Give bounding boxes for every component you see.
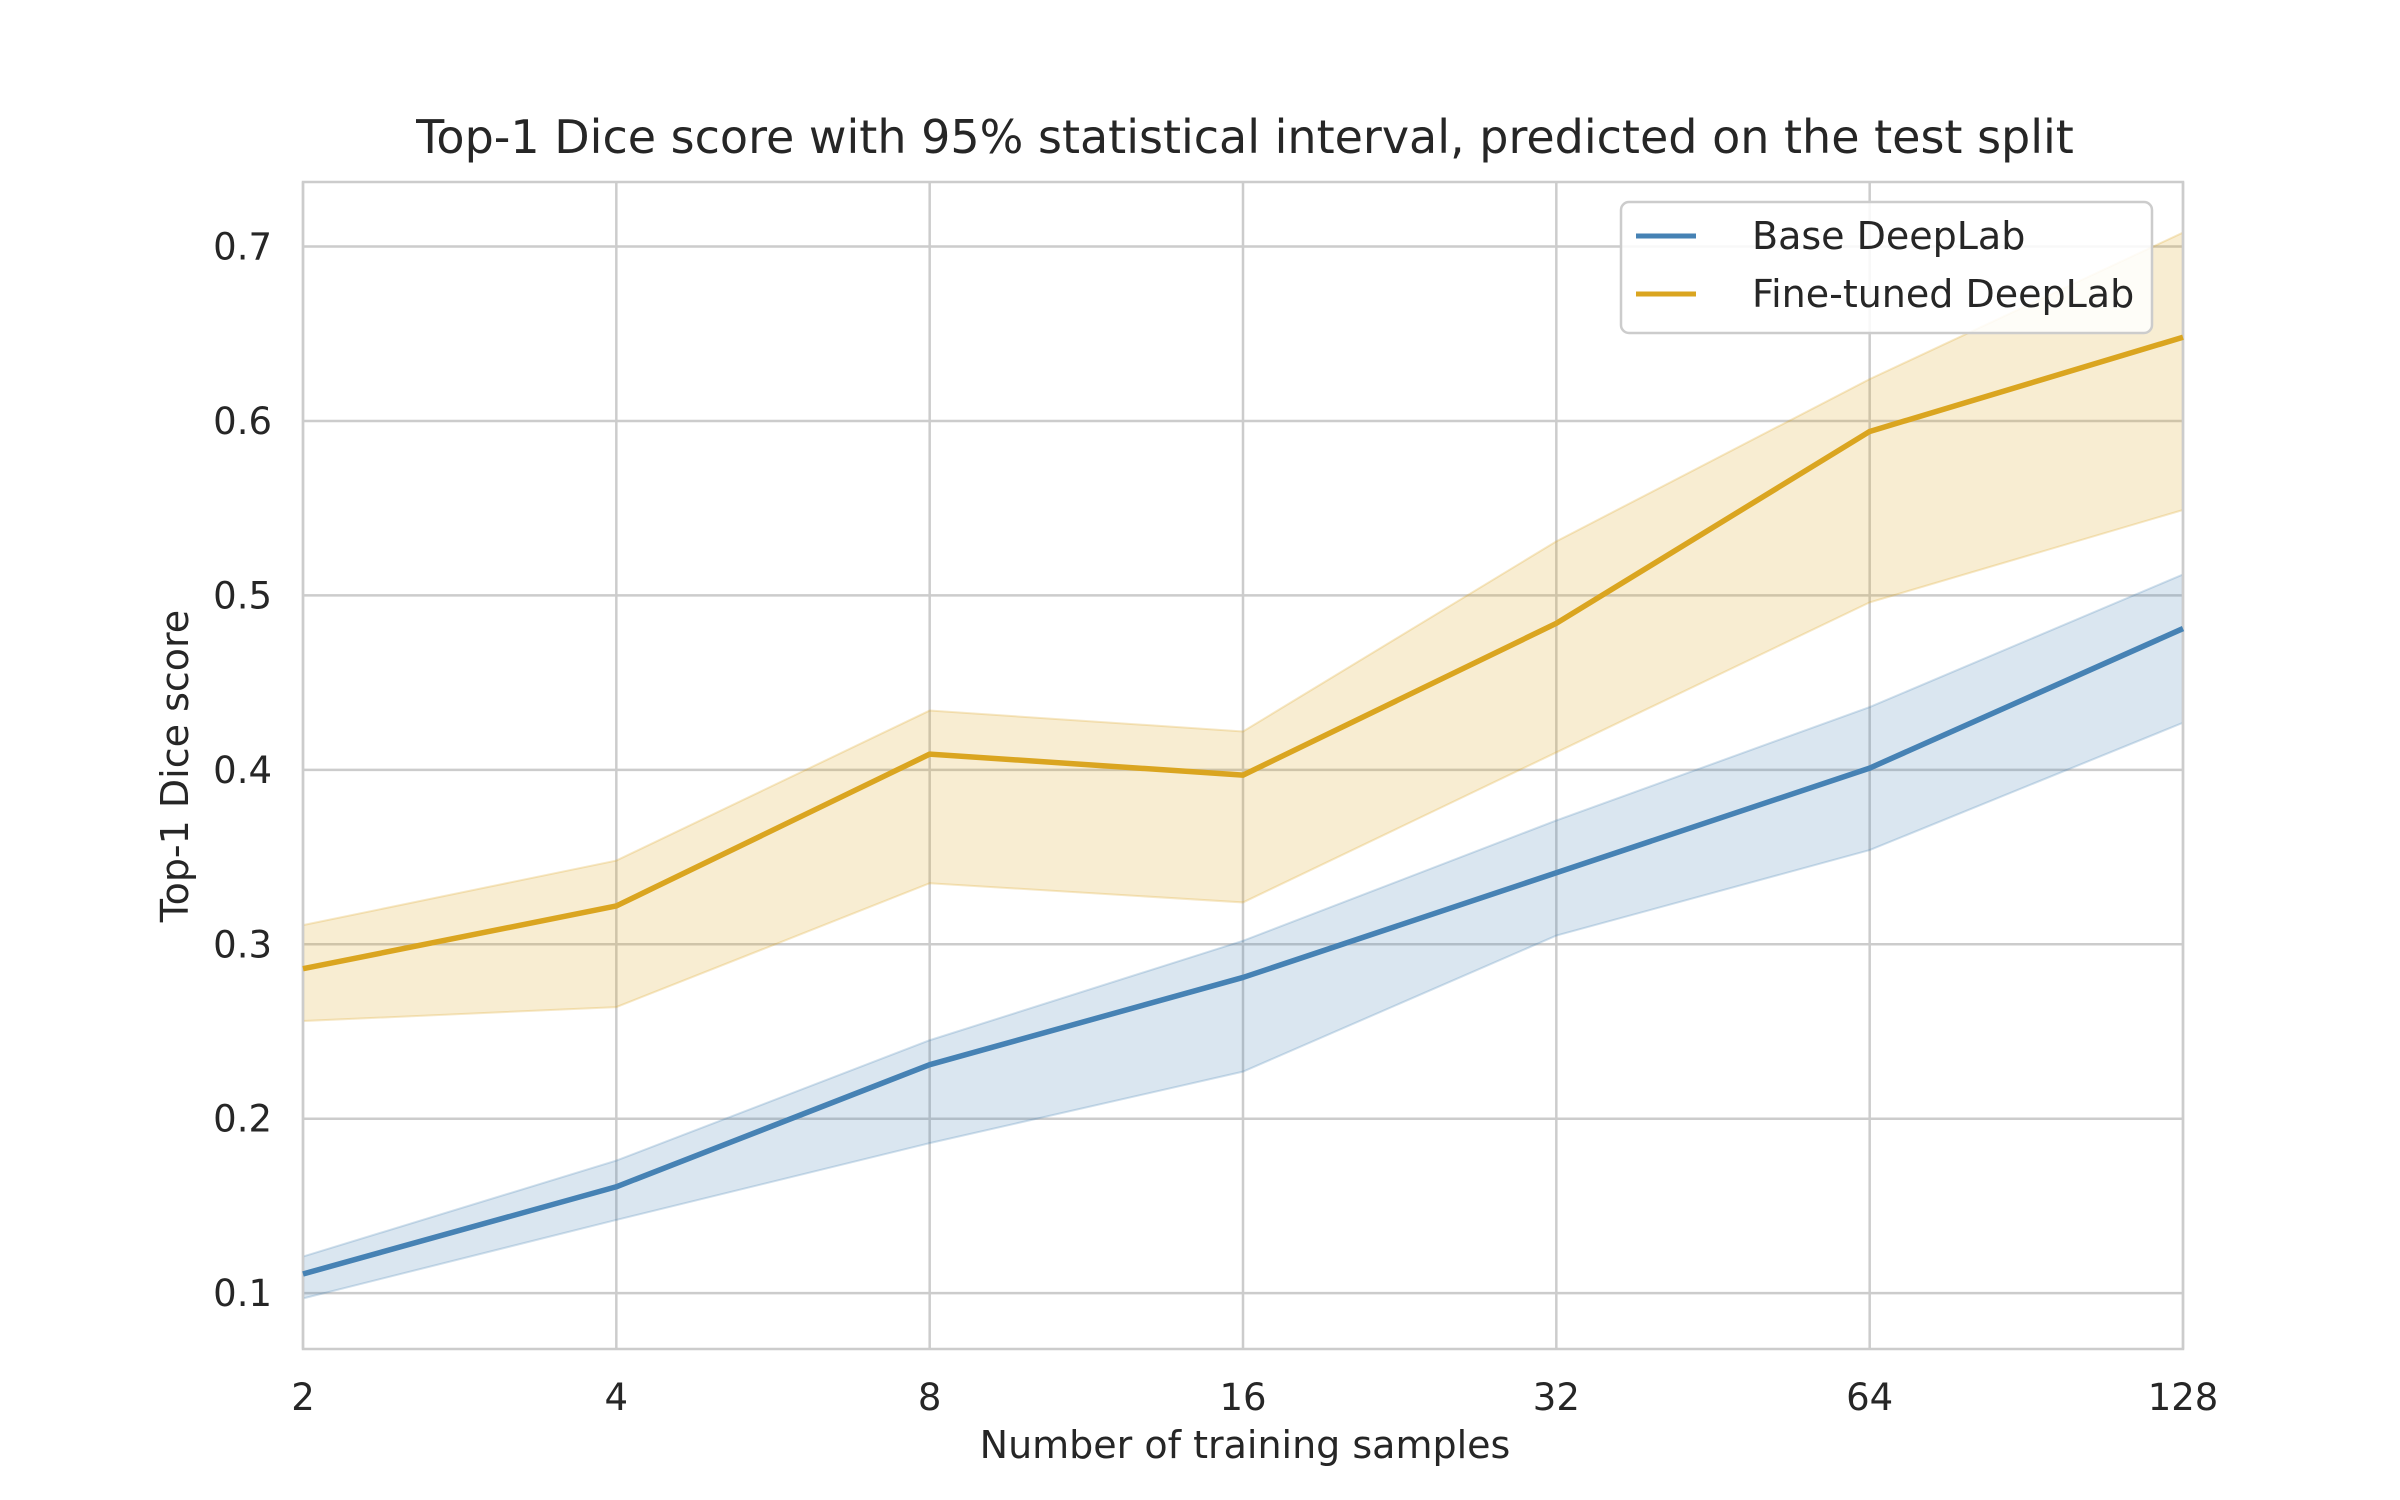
y-tick-label: 0.1	[213, 1272, 272, 1315]
legend-box	[1619, 200, 2154, 335]
legend: Base DeepLab Fine-tuned DeepLab	[1619, 200, 2154, 335]
x-axis-ticks: 2 4 8 16 32 64 128	[291, 1376, 2218, 1419]
x-tick-label: 32	[1533, 1376, 1580, 1419]
y-tick-label: 0.3	[213, 923, 272, 966]
x-tick-label: 128	[2148, 1376, 2219, 1419]
x-axis-label: Number of training samples	[980, 1423, 1511, 1467]
y-tick-label: 0.4	[213, 749, 272, 792]
line-fine-tuned-deeplab	[302, 334, 2184, 972]
legend-label-fine-tuned-deeplab: Fine-tuned DeepLab	[1752, 272, 2134, 316]
line-base-deeplab	[302, 626, 2185, 1277]
legend-label-base-deeplab: Base DeepLab	[1752, 214, 2025, 258]
x-tick-label: 2	[291, 1376, 315, 1419]
y-tick-label: 0.7	[213, 226, 272, 269]
x-tick-label: 64	[1846, 1376, 1893, 1419]
plot-frame	[301, 180, 2185, 1351]
series-lines	[302, 334, 2185, 1277]
chart-title: Top-1 Dice score with 95% statistical in…	[415, 110, 2074, 164]
x-tick-label: 8	[918, 1376, 942, 1419]
x-tick-label: 4	[605, 1376, 629, 1419]
y-axis-ticks: 0.1 0.2 0.3 0.4 0.5 0.6 0.7	[213, 226, 272, 1316]
y-tick-label: 0.6	[213, 400, 272, 443]
x-tick-label: 16	[1219, 1376, 1266, 1419]
y-axis-label: Top-1 Dice score	[153, 610, 197, 923]
y-tick-label: 0.5	[213, 574, 272, 617]
y-tick-label: 0.2	[213, 1098, 272, 1141]
